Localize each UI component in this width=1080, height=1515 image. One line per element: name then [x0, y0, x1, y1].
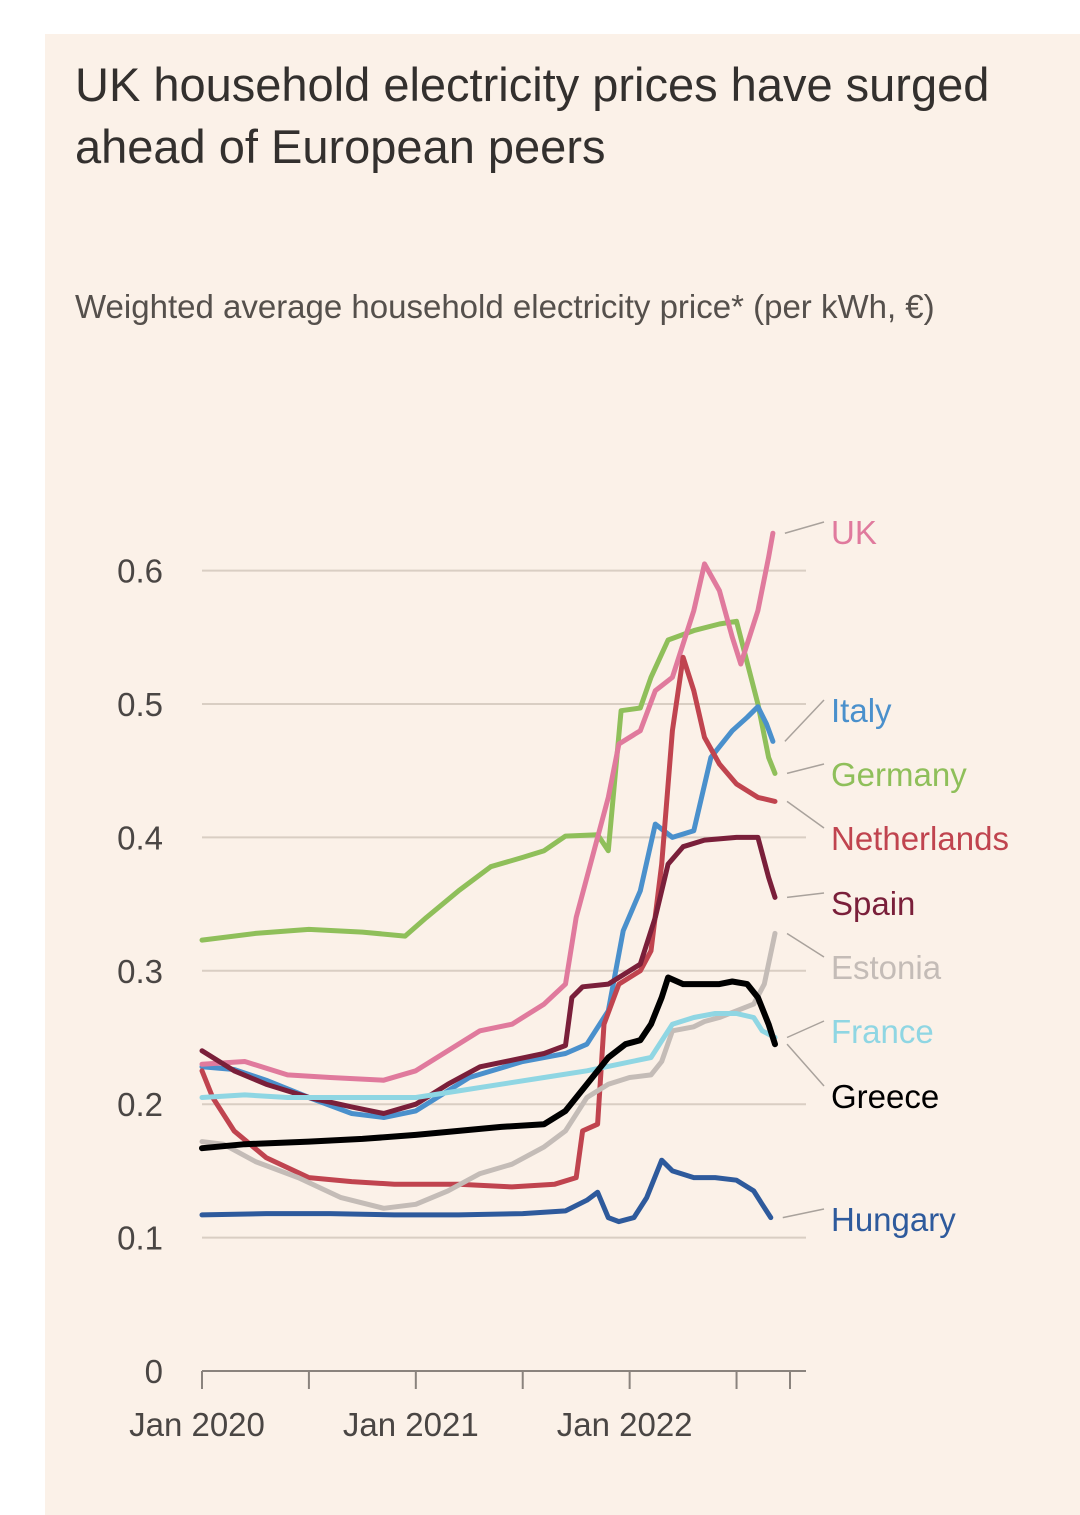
series-label-estonia: Estonia: [831, 949, 942, 986]
series-label-italy: Italy: [831, 692, 892, 729]
series-line-france: [199, 1011, 778, 1100]
series-lines: [199, 530, 778, 1225]
series-label-france: France: [831, 1013, 934, 1050]
series-label-netherlands: Netherlands: [831, 820, 1009, 857]
x-tick-label: Jan 2022: [557, 1406, 693, 1443]
series-label-hungary: Hungary: [831, 1201, 956, 1238]
series-line-uk: [199, 530, 776, 1083]
label-leader: [786, 1043, 825, 1087]
series-line-greece: [199, 974, 778, 1152]
y-tick-label: 0.5: [117, 686, 163, 723]
label-leader: [784, 521, 825, 534]
y-tick-label: 0.6: [117, 553, 163, 590]
series-label-greece: Greece: [831, 1078, 939, 1115]
series-line-estonia: [199, 930, 778, 1211]
x-tick-label: Jan 2020: [129, 1406, 265, 1443]
gridlines: [202, 569, 806, 1239]
y-tick-label: 0.2: [117, 1086, 163, 1123]
y-tick-label: 0.1: [117, 1220, 163, 1257]
label-leader: [784, 699, 825, 742]
chart-subtitle: Weighted average household electricity p…: [75, 288, 935, 325]
series-line-hungary: [199, 1157, 774, 1225]
y-axis: 0 0.1 0.2 0.3 0.4 0.5 0.6: [117, 553, 163, 1390]
label-leader: [786, 800, 825, 829]
label-leader: [786, 892, 825, 899]
chart-panel: [45, 34, 1080, 1515]
series-label-germany: Germany: [831, 756, 967, 793]
series-label-uk: UK: [831, 514, 877, 551]
label-leader: [786, 1020, 825, 1039]
label-leader: [786, 763, 825, 775]
y-tick-label: 0.4: [117, 819, 163, 856]
x-tick-label: Jan 2021: [343, 1406, 479, 1443]
y-tick-label: 0: [145, 1353, 163, 1390]
label-leader: [782, 1208, 825, 1219]
series-line-netherlands: [199, 654, 778, 1190]
y-tick-label: 0.3: [117, 953, 163, 990]
series-labels: UK Italy Germany Netherlands Spain Estonia Fra…: [782, 514, 1009, 1238]
x-axis: Jan 2020 Jan 2021 Jan 2022: [129, 1370, 806, 1443]
label-leader: [786, 932, 825, 958]
series-line-italy: [199, 704, 776, 1120]
series-line-spain: [199, 834, 778, 1116]
series-label-spain: Spain: [831, 885, 915, 922]
chart-title: UK household electricity prices have sur…: [75, 58, 990, 173]
